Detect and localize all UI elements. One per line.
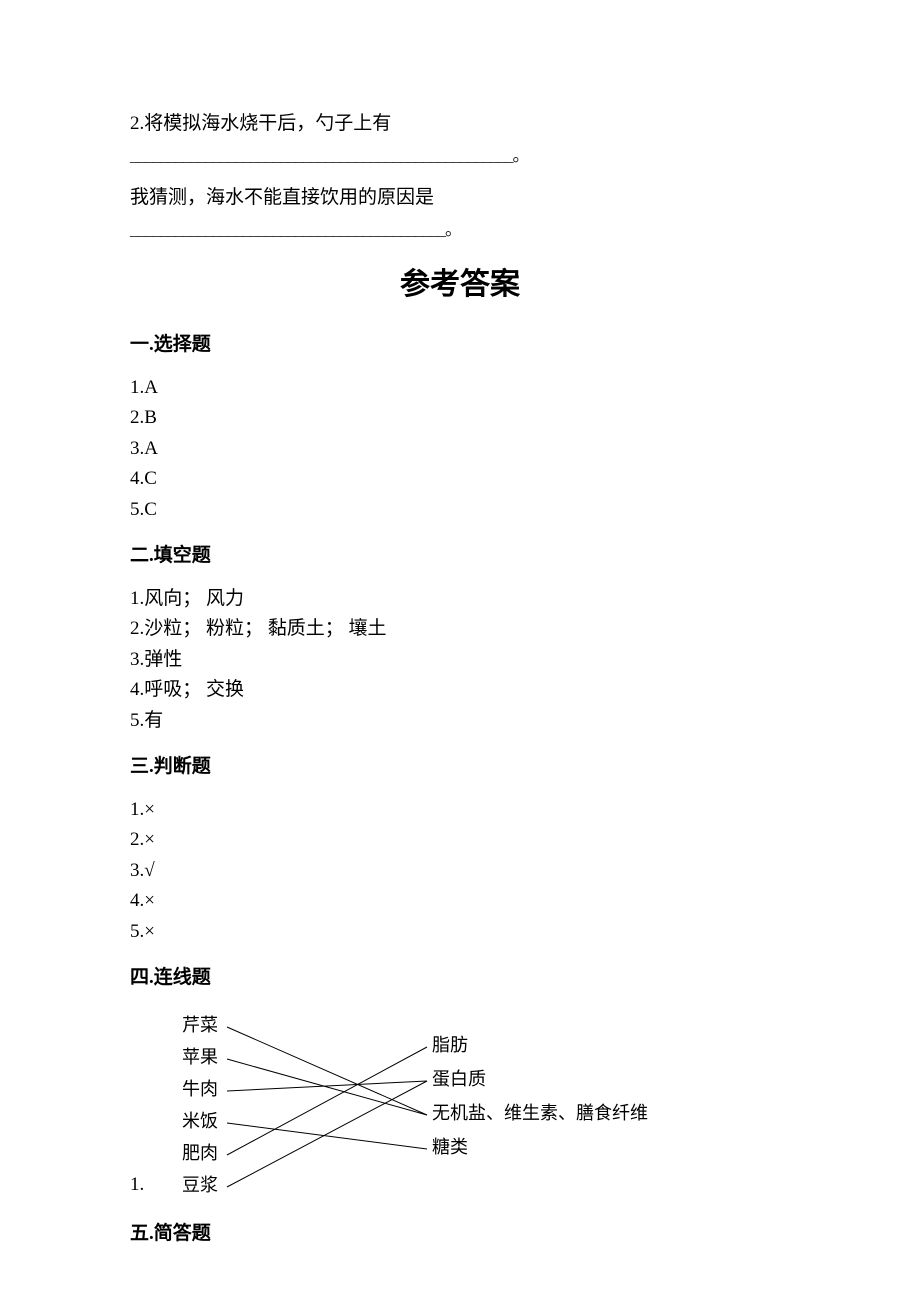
answer-item: 3.弹性 [130,646,790,675]
answer-item: 1.A [130,374,790,403]
answer-item: 5.有 [130,707,790,736]
match-line [227,1027,427,1115]
answer-item: 2.× [130,826,790,855]
guess-blank: ________________________________________… [130,217,790,243]
match-right-item: 蛋白质 [432,1069,486,1089]
section-2-items: 1.风向； 风力2.沙粒； 粉粒； 黏质土； 壤土3.弹性4.呼吸； 交换5.有 [130,585,790,736]
section-1-items: 1.A2.B3.A4.C5.C [130,374,790,525]
answer-item: 3.A [130,435,790,464]
section-3-header: 三.判断题 [130,753,790,782]
answer-item: 2.B [130,404,790,433]
section-2-header: 二.填空题 [130,542,790,571]
answer-item: 4.呼吸； 交换 [130,676,790,705]
answer-item: 4.C [130,465,790,494]
match-left-item: 米饭 [182,1111,218,1131]
section-3-items: 1.×2.×3.√4.×5.× [130,796,790,947]
answer-item: 3.√ [130,857,790,886]
match-line [227,1059,427,1115]
answer-item: 2.沙粒； 粉粒； 黏质土； 壤土 [130,615,790,644]
answers-title: 参考答案 [130,262,790,307]
match-line [227,1081,427,1187]
match-left-item: 豆浆 [182,1175,218,1195]
guess-text: 我猜测，海水不能直接饮用的原因是 [130,184,790,213]
match-line [227,1123,427,1149]
matching-diagram-wrap: 1. 芹菜苹果牛肉米饭肥肉豆浆 脂肪蛋白质无机盐、维生素、膳食纤维糖类 [130,1007,790,1202]
match-left-item: 肥肉 [182,1143,218,1163]
matching-prefix: 1. [130,1171,144,1202]
question-2-text: 2.将模拟海水烧干后，勺子上有 [130,110,790,139]
match-line [227,1081,427,1091]
match-left-item: 苹果 [182,1047,218,1067]
match-line [227,1047,427,1155]
match-right-item: 糖类 [432,1137,468,1157]
answer-item: 1.风向； 风力 [130,585,790,614]
match-right-item: 无机盐、维生素、膳食纤维 [432,1103,648,1123]
match-left-item: 牛肉 [182,1079,218,1099]
match-left-item: 芹菜 [182,1015,218,1035]
match-right-item: 脂肪 [432,1035,468,1055]
answer-item: 5.C [130,496,790,525]
section-4-header: 四.连线题 [130,964,790,993]
answer-item: 5.× [130,918,790,947]
question-2-blank: ________________________________________… [130,143,790,169]
section-1-header: 一.选择题 [130,331,790,360]
section-5-header: 五.简答题 [130,1220,790,1249]
answer-item: 4.× [130,887,790,916]
answer-item: 1.× [130,796,790,825]
matching-diagram: 芹菜苹果牛肉米饭肥肉豆浆 脂肪蛋白质无机盐、维生素、膳食纤维糖类 [152,1007,672,1202]
